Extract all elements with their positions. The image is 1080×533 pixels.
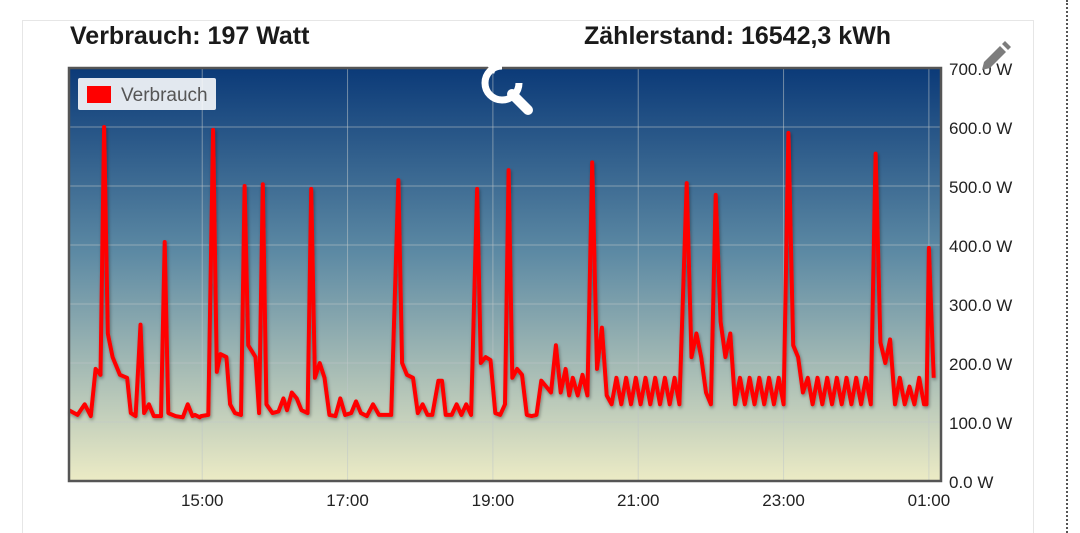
y-axis: 0.0 W 100.0 W 200.0 W 300.0 W 400.0 W 500.0 W… [949, 60, 1012, 492]
plot-frame [67, 66, 943, 483]
x-tick-label: 19:00 [472, 491, 515, 510]
zoom-reset-icon[interactable] [472, 56, 536, 116]
legend-box [78, 78, 216, 110]
y-tick-label: 200.0 W [949, 355, 1012, 374]
x-axis: 15:00 17:00 19:00 21:00 23:00 01:00 [181, 491, 950, 510]
y-tick-label: 400.0 W [949, 237, 1012, 256]
y-tick-label: 500.0 W [949, 178, 1012, 197]
y-tick-label: 100.0 W [949, 414, 1012, 433]
y-tick-label: 0.0 W [949, 473, 993, 492]
legend[interactable]: Verbrauch [78, 78, 216, 110]
consumption-readout: Verbrauch: 197 Watt [70, 22, 310, 50]
page-edge-divider [1066, 0, 1068, 533]
x-tick-label: 23:00 [762, 491, 805, 510]
pencil-icon[interactable] [974, 38, 1014, 78]
x-tick-label: 15:00 [181, 491, 224, 510]
series-line-verbrauch [68, 125, 936, 420]
y-tick-label: 700.0 W [949, 60, 1012, 79]
legend-label: Verbrauch [121, 85, 208, 106]
x-tick-label: 01:00 [908, 491, 951, 510]
y-tick-label: 600.0 W [949, 119, 1012, 138]
x-tick-label: 21:00 [617, 491, 660, 510]
legend-swatch [87, 86, 111, 103]
meter-reading: Zählerstand: 16542,3 kWh [584, 22, 892, 50]
y-tick-label: 300.0 W [949, 296, 1012, 315]
x-tick-label: 17:00 [326, 491, 369, 510]
